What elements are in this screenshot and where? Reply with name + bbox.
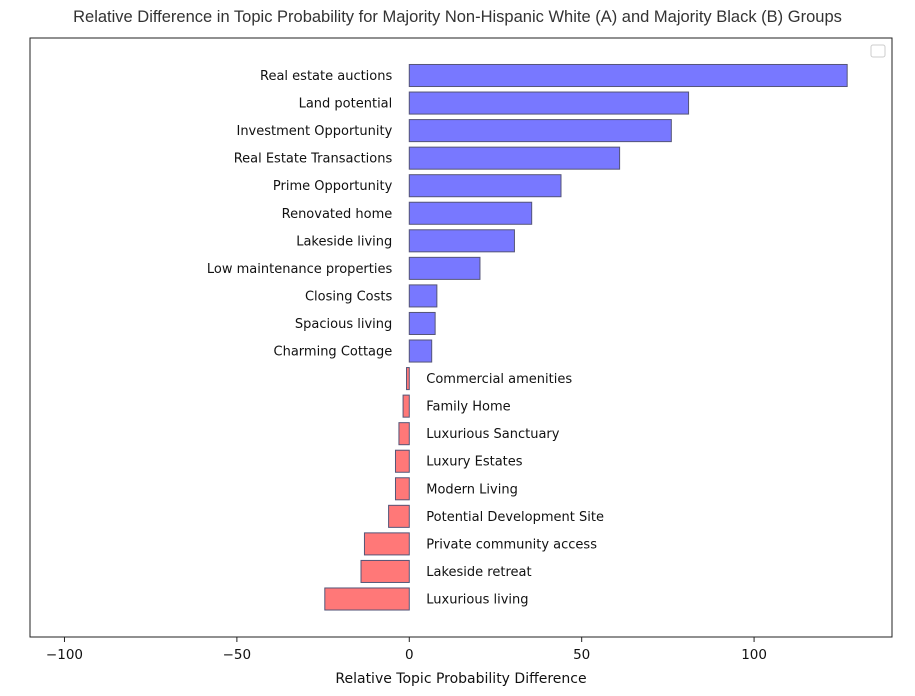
category-label: Luxurious living	[426, 593, 528, 608]
plot-area	[29, 37, 893, 638]
bar	[394, 477, 410, 501]
category-label: Family Home	[426, 400, 510, 415]
bar	[408, 256, 481, 280]
category-label: Luxurious Sanctuary	[426, 427, 559, 442]
bar	[408, 119, 672, 143]
bar	[408, 311, 436, 335]
bar	[388, 504, 410, 528]
category-label: Lakeside living	[296, 234, 392, 249]
category-label: Renovated home	[282, 207, 393, 222]
x-axis-ticks: −100 −50 0 50 100	[46, 637, 767, 663]
category-label: Modern Living	[426, 482, 518, 497]
category-label: Land potential	[299, 97, 393, 112]
bar	[408, 63, 848, 88]
x-tick-label: −50	[223, 647, 252, 663]
category-label: Potential Development Site	[426, 510, 604, 525]
bar	[394, 449, 410, 473]
category-label: Private community access	[426, 537, 597, 552]
bar	[408, 339, 433, 363]
x-tick-label: 50	[573, 647, 590, 663]
bars-layer	[324, 63, 848, 611]
bar	[324, 587, 410, 611]
category-label: Prime Opportunity	[273, 179, 393, 194]
bar	[398, 422, 410, 446]
category-labels: Real estate auctions Land potential Invest…	[207, 69, 604, 608]
category-label: Lakeside retreat	[426, 565, 531, 580]
x-tick-label: −100	[46, 647, 83, 663]
chart-title: Relative Difference in Topic Probability…	[73, 8, 842, 26]
bar	[402, 394, 410, 418]
x-tick-label: 100	[741, 647, 767, 663]
x-axis-label: Relative Topic Probability Difference	[335, 671, 586, 687]
bar	[408, 146, 621, 170]
bar	[408, 229, 515, 253]
category-label: Charming Cottage	[274, 345, 393, 360]
bar	[408, 91, 690, 115]
category-label: Spacious living	[295, 317, 392, 332]
bar	[408, 201, 533, 225]
bar	[363, 532, 410, 556]
x-tick-label: 0	[405, 647, 414, 663]
category-label: Real estate auctions	[260, 69, 392, 84]
category-label: Closing Costs	[305, 289, 393, 304]
bar	[408, 284, 438, 308]
category-label: Real Estate Transactions	[234, 152, 393, 167]
category-label: Commercial amenities	[426, 372, 572, 387]
bar	[408, 174, 562, 198]
bar	[360, 559, 410, 583]
legend-box	[870, 44, 886, 58]
bar	[406, 367, 410, 391]
category-label: Investment Opportunity	[236, 124, 392, 139]
category-label: Low maintenance properties	[207, 262, 393, 277]
category-label: Luxury Estates	[426, 455, 523, 470]
